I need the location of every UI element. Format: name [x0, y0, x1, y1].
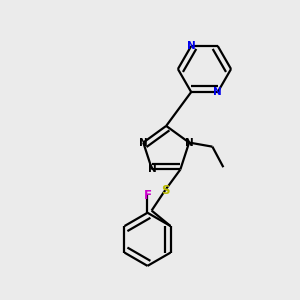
- Text: F: F: [143, 189, 152, 202]
- Text: N: N: [213, 87, 222, 97]
- Text: N: N: [148, 164, 156, 175]
- Text: N: N: [185, 138, 194, 148]
- Text: N: N: [187, 41, 196, 51]
- Text: N: N: [139, 138, 148, 148]
- Text: S: S: [161, 184, 170, 196]
